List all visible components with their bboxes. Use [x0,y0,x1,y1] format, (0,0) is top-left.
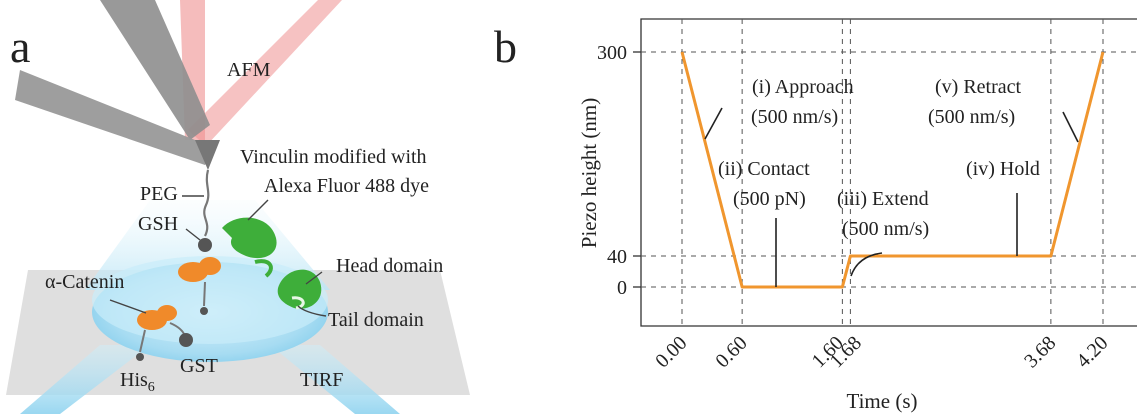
alpha-catenin-label: α-Catenin [45,271,124,293]
panel-a: a [6,0,470,414]
gst-label: GST [180,355,218,377]
gst-ball [179,333,193,347]
laser-beam-reflected [188,0,342,146]
y-tick-label-0: 300 [597,42,627,64]
upper-linker [203,281,206,307]
alpha-catenin-upper-lobe [199,257,221,275]
x-tick-label-1: 0.60 [711,332,751,372]
approach-label-1: (i) Approach [752,76,854,98]
his-subscript: 6 [148,380,155,395]
panel-b: b Piezo height (nm) Time (s) 300 40 0 0.00… [494,18,1137,413]
upper-his-ball [200,307,208,315]
tail-domain-pointer [297,305,327,317]
cantilever-top [100,0,210,140]
y-axis-label: Piezo height (nm) [577,98,601,248]
x-tick-label-4: 3.68 [1020,332,1060,372]
x-tick-label-0: 0.00 [651,332,691,372]
his6-label: His6 [120,369,155,395]
x-axis-label: Time (s) [847,389,918,413]
vinculin-free [222,217,277,259]
panel-a-letter: a [10,21,30,72]
head-domain-label: Head domain [336,255,443,277]
afm-tip [195,140,220,170]
approach-callout [704,107,723,140]
vinculin-label-2: Alexa Fluor 488 dye [264,175,429,197]
vinculin-label-1: Vinculin modified with [240,146,427,168]
tail-domain-label: Tail domain [328,309,424,331]
peg-label: PEG [140,183,178,205]
tirf-beam-right [270,345,400,414]
gsh-pointer [185,228,201,241]
extend-label-1: (iii) Extend [837,188,929,210]
hold-label: (iv) Hold [966,158,1040,180]
piezo-height-line [680,51,1105,289]
gsh-label: GSH [138,213,178,235]
vinculin-bound [277,269,322,309]
his-base: His [120,369,148,391]
peg-tether [203,169,210,237]
x-tick-labels: 0.00 0.60 1.601.68 3.68 4.20 [651,332,1112,372]
y-tick-labels: 300 40 0 [597,42,627,299]
alpha-catenin-pointer [109,299,147,314]
retract-callout [1062,111,1079,143]
contact-label-1: (ii) Contact [718,158,810,180]
extend-label-2: (500 nm/s) [842,218,929,240]
guide-lines [633,19,1137,326]
cantilever-arm [15,70,215,165]
alpha-catenin-lower-lobe [157,305,177,321]
panel-b-letter: b [494,21,517,72]
head-domain-pointer [305,271,323,285]
series-layer [680,51,1105,289]
x-tick-label-5: 4.20 [1072,332,1112,372]
gsh-ball [198,238,212,252]
y-tick-label-1: 40 [607,246,627,268]
plot-frame [640,18,1137,327]
approach-label-2: (500 nm/s) [751,106,838,128]
retract-label-1: (v) Retract [935,76,1022,98]
tirf-beam-left [20,345,150,414]
his6-ball [136,353,144,361]
vinculin-pointer [247,199,269,221]
contact-label-2: (500 pN) [733,188,806,210]
callout-lines [704,107,1079,287]
extend-callout [850,252,883,277]
y-tick-label-2: 0 [617,277,627,299]
his-linker [139,329,146,353]
retract-label-2: (500 nm/s) [928,106,1015,128]
vinculin-free-tail [254,259,273,278]
tirf-label: TIRF [300,369,343,391]
afm-label: AFM [227,59,271,81]
